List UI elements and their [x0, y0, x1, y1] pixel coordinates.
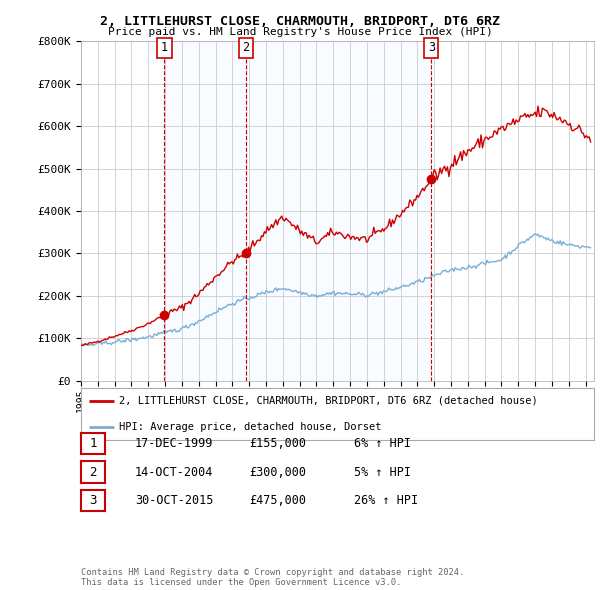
Text: 3: 3 [89, 494, 97, 507]
Text: 5% ↑ HPI: 5% ↑ HPI [354, 466, 411, 478]
Text: 1: 1 [89, 437, 97, 450]
Text: 30-OCT-2015: 30-OCT-2015 [135, 494, 214, 507]
Text: 3: 3 [428, 41, 435, 54]
Text: 2, LITTLEHURST CLOSE, CHARMOUTH, BRIDPORT, DT6 6RZ: 2, LITTLEHURST CLOSE, CHARMOUTH, BRIDPOR… [100, 15, 500, 28]
Text: 2: 2 [242, 41, 249, 54]
Bar [164, 41, 245, 381]
Text: HPI: Average price, detached house, Dorset: HPI: Average price, detached house, Dors… [119, 422, 382, 431]
Text: Contains HM Land Registry data © Crown copyright and database right 2024.
This d: Contains HM Land Registry data © Crown c… [81, 568, 464, 587]
Text: 26% ↑ HPI: 26% ↑ HPI [354, 494, 418, 507]
Text: 2: 2 [89, 466, 97, 478]
Text: Price paid vs. HM Land Registry's House Price Index (HPI): Price paid vs. HM Land Registry's House … [107, 27, 493, 37]
Text: £155,000: £155,000 [249, 437, 306, 450]
Text: 14-OCT-2004: 14-OCT-2004 [135, 466, 214, 478]
Text: 6% ↑ HPI: 6% ↑ HPI [354, 437, 411, 450]
Text: 1: 1 [161, 41, 168, 54]
Text: £300,000: £300,000 [249, 466, 306, 478]
Text: 17-DEC-1999: 17-DEC-1999 [135, 437, 214, 450]
Bar [245, 41, 431, 381]
Text: 2, LITTLEHURST CLOSE, CHARMOUTH, BRIDPORT, DT6 6RZ (detached house): 2, LITTLEHURST CLOSE, CHARMOUTH, BRIDPOR… [119, 396, 538, 405]
Text: £475,000: £475,000 [249, 494, 306, 507]
